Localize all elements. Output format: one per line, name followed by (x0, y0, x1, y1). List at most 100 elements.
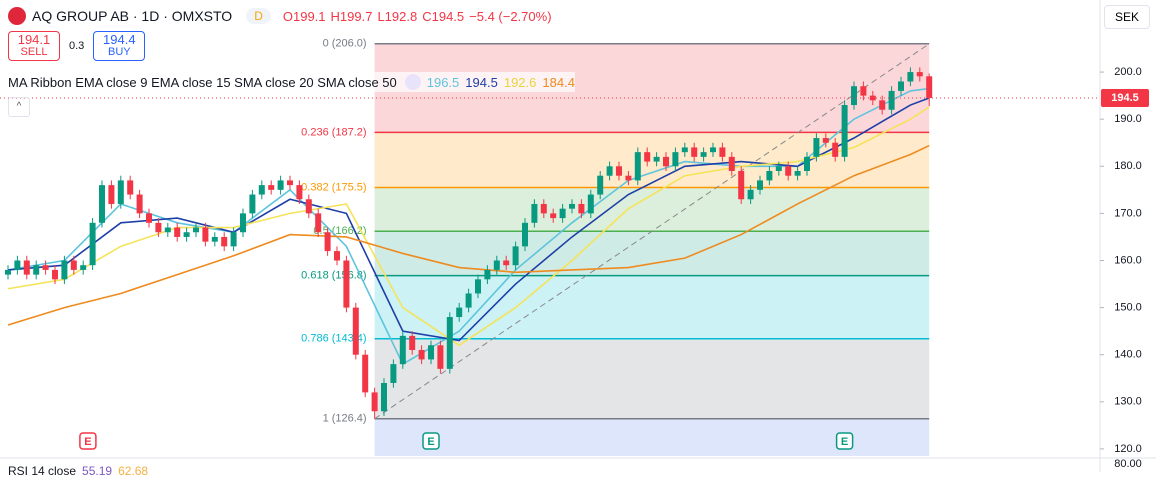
last-price-tag (1101, 88, 1149, 107)
candle-body (296, 185, 303, 200)
candle-body (305, 199, 312, 214)
y-tick-label: 160.0 (1114, 254, 1142, 266)
earnings-marker (79, 432, 97, 450)
candle-body (907, 72, 914, 82)
earnings-marker (422, 432, 440, 450)
fib-label: 0.618 (156.8) (301, 269, 366, 281)
sell-button[interactable]: 194.1 SELL (8, 31, 60, 61)
candle-body (230, 232, 237, 247)
rsi-value: 62.68 (118, 464, 149, 478)
candle-body (362, 354, 369, 393)
candle-body (606, 166, 613, 176)
candle-body (428, 345, 434, 360)
candle-body (587, 194, 594, 214)
candle-body (785, 166, 792, 176)
rsi-legend: RSI 14 close 55.19 62.68 (8, 464, 154, 478)
rsi-value: 55.19 (82, 464, 113, 478)
candle-body (700, 152, 707, 157)
candle-body (719, 147, 726, 157)
candle-body (334, 251, 340, 261)
fib-trend-line (374, 43, 930, 420)
candle-body (409, 335, 416, 350)
candle-body (33, 265, 40, 275)
indicator-icon[interactable] (404, 74, 421, 90)
candle-body (99, 185, 105, 223)
candle-body (193, 227, 199, 233)
candle-body (888, 90, 895, 110)
candle-body (287, 180, 293, 186)
candle-body (841, 105, 848, 157)
candle-body (277, 180, 284, 190)
fib-band (374, 231, 930, 276)
candle-body (399, 335, 406, 365)
badge: D (246, 8, 271, 24)
symbol[interactable]: AQ GROUP AB · 1D · OMXSTO (32, 8, 233, 24)
fib-band (374, 132, 930, 188)
close: C194.5 (422, 9, 465, 24)
fib-label: 0.236 (187.2) (301, 126, 366, 138)
indicator-name[interactable]: MA Ribbon EMA close 9 EMA close 15 SMA c… (8, 74, 397, 90)
candle-body (540, 203, 547, 214)
candle-body (775, 166, 782, 171)
candle-body (381, 382, 387, 412)
candle-body (578, 203, 585, 214)
candle-body (926, 76, 933, 98)
ohlc: O199.1 H199.7 L192.8 C194.5 −5.4 (−2.70%) (283, 8, 557, 24)
candle-body (202, 227, 209, 242)
candle-body (597, 175, 604, 195)
candle-body (757, 180, 763, 190)
buy-price: 194.4 (103, 32, 136, 47)
candle-body (240, 213, 246, 233)
candle-body (80, 265, 87, 270)
earnings-label: E (841, 436, 848, 448)
candle-body (371, 392, 378, 412)
candle-body (352, 307, 359, 355)
fib-band (374, 338, 930, 419)
header: AQ GROUP AB · 1D · OMXSTO D O199.1 H199.7… (8, 6, 557, 26)
open: O199.1 (282, 9, 326, 24)
candle-body (860, 86, 867, 96)
candle-body (418, 349, 425, 360)
candle-body (343, 260, 350, 308)
candle-body (804, 156, 810, 171)
candle-body (738, 170, 745, 200)
candle-body (813, 138, 820, 157)
candle-body (522, 222, 528, 247)
y-tick-label: 130.0 (1114, 396, 1142, 408)
candle-body (136, 194, 143, 214)
candle-body (634, 152, 641, 181)
candle-body (484, 269, 491, 280)
fib-band (374, 275, 930, 339)
candle-body (315, 213, 322, 233)
y-tick-label: 180.0 (1114, 160, 1142, 172)
candle-body (465, 293, 472, 308)
collapse-button[interactable]: ^ (8, 97, 30, 117)
candle-body (174, 227, 181, 237)
spread: 0.3 (69, 40, 85, 52)
candle-body (898, 81, 904, 91)
candle-body (268, 185, 275, 190)
candle-body (14, 260, 21, 270)
y-tick-label: 200.0 (1114, 66, 1142, 78)
buy-button[interactable]: 194.4 BUY (93, 31, 146, 61)
candle-body (70, 260, 77, 270)
candle-body (550, 213, 557, 219)
indicator-value: 184.4 (542, 74, 575, 90)
candle-body (249, 194, 256, 214)
candle-body (146, 213, 152, 223)
candle-body (61, 260, 68, 280)
candle-body (616, 166, 622, 176)
candle-body (437, 345, 444, 369)
rsi-tick-label: 80.00 (1114, 458, 1142, 470)
candle-body (324, 232, 331, 252)
fib-label: 0 (206.0) (323, 38, 367, 50)
candle-body (475, 279, 481, 294)
earnings-marker (835, 432, 854, 450)
candle-body (851, 86, 857, 106)
candle-body (681, 147, 688, 153)
high: H199.7 (330, 9, 373, 24)
currency[interactable]: SEK (1104, 5, 1150, 29)
candle-body (23, 260, 30, 275)
candle-body (390, 364, 397, 383)
